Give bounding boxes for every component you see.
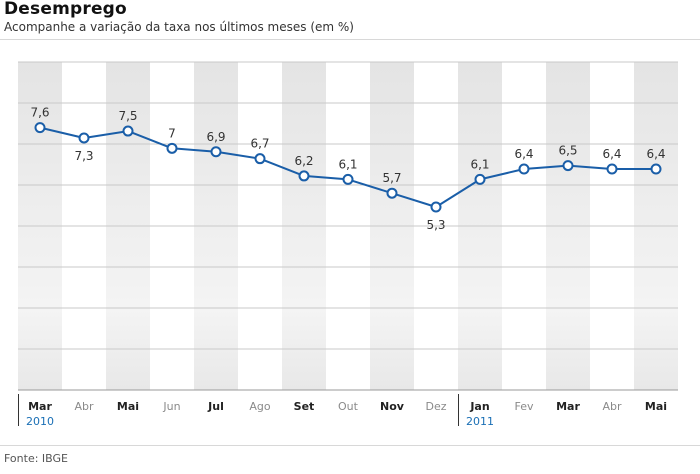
year-label: 2010 xyxy=(26,415,54,428)
x-tick-label: Jun xyxy=(162,400,180,413)
x-tick-label: Mar xyxy=(556,400,580,413)
x-tick-label: Mar xyxy=(28,400,52,413)
data-label: 5,7 xyxy=(382,171,401,185)
data-point[interactable] xyxy=(166,142,178,154)
x-tick-label: Abr xyxy=(74,400,94,413)
data-point[interactable] xyxy=(122,125,134,137)
data-point[interactable] xyxy=(518,163,530,175)
chart-subtitle: Acompanhe a variação da taxa nos últimos… xyxy=(4,20,354,34)
data-point[interactable] xyxy=(254,153,266,165)
data-point[interactable] xyxy=(342,173,354,185)
chart-title: Desemprego xyxy=(4,0,127,19)
data-point[interactable] xyxy=(474,173,486,185)
data-label: 6,2 xyxy=(294,154,313,168)
data-label: 6,5 xyxy=(558,144,577,158)
year-label: 2011 xyxy=(466,415,494,428)
data-point[interactable] xyxy=(298,170,310,182)
data-point[interactable] xyxy=(34,122,46,134)
data-label: 6,4 xyxy=(514,147,533,161)
data-label: 6,1 xyxy=(338,157,357,171)
data-label: 5,3 xyxy=(426,218,445,232)
x-tick-label: Set xyxy=(294,400,315,413)
header-divider xyxy=(0,39,700,40)
x-tick-label: Mai xyxy=(117,400,139,413)
x-tick-label: Nov xyxy=(380,400,405,413)
data-point[interactable] xyxy=(210,146,222,158)
x-tick-label: Out xyxy=(338,400,359,413)
data-label: 6,9 xyxy=(206,130,225,144)
data-label: 6,7 xyxy=(250,137,269,151)
data-label: 7,3 xyxy=(74,149,93,163)
footer-divider xyxy=(0,445,700,446)
data-point[interactable] xyxy=(606,163,618,175)
data-point[interactable] xyxy=(78,132,90,144)
x-tick-label: Jan xyxy=(469,400,489,413)
data-label: 7,6 xyxy=(30,106,49,120)
x-tick-label: Jul xyxy=(207,400,224,413)
data-label: 7,5 xyxy=(118,109,137,123)
data-point[interactable] xyxy=(386,187,398,199)
x-tick-label: Mai xyxy=(645,400,667,413)
x-tick-label: Dez xyxy=(425,400,446,413)
data-label: 6,1 xyxy=(470,157,489,171)
data-point[interactable] xyxy=(430,201,442,213)
data-label: 7 xyxy=(168,126,176,140)
x-tick-label: Ago xyxy=(249,400,271,413)
data-point[interactable] xyxy=(562,160,574,172)
x-tick-label: Abr xyxy=(602,400,622,413)
x-tick-label: Fev xyxy=(514,400,533,413)
data-label: 6,4 xyxy=(646,147,665,161)
source-note: Fonte: IBGE xyxy=(4,452,68,465)
data-point[interactable] xyxy=(650,163,662,175)
data-label: 6,4 xyxy=(602,147,621,161)
